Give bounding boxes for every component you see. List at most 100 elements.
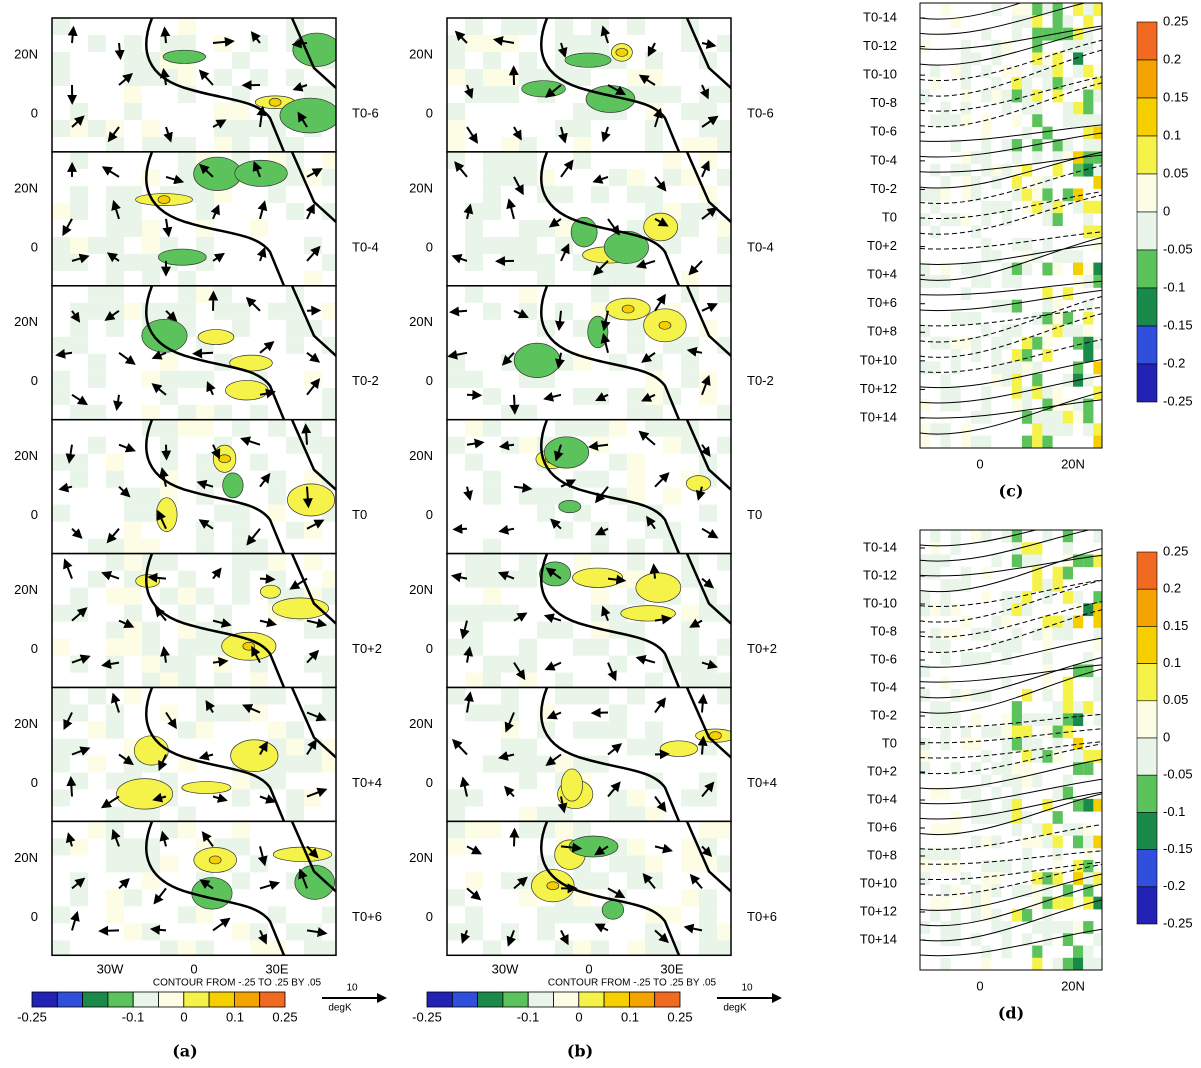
field-cell [1011, 640, 1022, 653]
field-cell [645, 855, 663, 873]
coastline [145, 687, 286, 822]
field-cell [1011, 530, 1022, 543]
wind-vector [101, 166, 120, 178]
field-cell [196, 404, 214, 420]
field-cell [1062, 884, 1073, 898]
field-cell [1022, 361, 1033, 375]
field-cell [1083, 138, 1094, 152]
wind-vector [701, 659, 719, 670]
field-cell [447, 687, 465, 705]
field-cell [950, 312, 961, 325]
field-cell [1093, 64, 1102, 78]
field-cell [1083, 151, 1094, 165]
field-cell [1062, 398, 1073, 412]
field-cell [1042, 872, 1053, 885]
field-cell [232, 821, 250, 839]
field-blob [568, 835, 619, 858]
field-cell [991, 336, 1002, 350]
wind-vector [292, 82, 308, 92]
field-cell [124, 35, 142, 52]
field-cell [1083, 15, 1094, 29]
field-cell [1083, 64, 1094, 78]
field-cell [1011, 188, 1022, 202]
wind-vector [198, 69, 214, 86]
field-cell [142, 236, 160, 254]
field-cell [627, 487, 645, 505]
field-cell [519, 487, 537, 505]
field-cell [268, 687, 286, 705]
lat-label: 0 [426, 775, 433, 790]
field-cell [1083, 324, 1094, 338]
field-cell [981, 386, 992, 400]
wind-vector [607, 887, 626, 899]
field-cell [142, 302, 160, 320]
field-cell [940, 860, 951, 873]
wind-vector [154, 606, 167, 622]
contour [920, 530, 1091, 562]
field-cell [591, 638, 609, 656]
hov-frame [919, 2, 1103, 449]
field-cell [1001, 603, 1012, 617]
field-cell [214, 504, 232, 522]
field-blob [658, 320, 672, 330]
field-cell [160, 419, 178, 437]
wind-vector [463, 691, 474, 713]
field-cell [930, 336, 941, 350]
field-cell [1001, 89, 1012, 103]
wind-vector [545, 753, 562, 767]
wind-vector [466, 845, 483, 855]
field-cell [940, 101, 951, 115]
row-label: T0-4 [352, 239, 379, 254]
field-cell [1001, 299, 1012, 313]
field-blob [560, 768, 583, 802]
field-cell [991, 163, 1002, 177]
field-cell [1001, 945, 1012, 959]
field-cell [1032, 750, 1043, 763]
wind-vector [192, 348, 214, 359]
wind-vector [212, 618, 232, 628]
field-cell [519, 436, 537, 454]
field-cell [1032, 872, 1043, 885]
field-cell [483, 553, 501, 571]
row-label: T0 [352, 507, 367, 522]
colorbar-label: 0.1 [226, 1009, 244, 1024]
field-cell [920, 398, 931, 412]
field-cell [322, 672, 336, 688]
colorbar-swatch [1136, 59, 1158, 99]
field-cell [322, 436, 336, 454]
field-cell [286, 336, 304, 354]
field-cell [1042, 386, 1053, 400]
field-cell [178, 168, 196, 186]
field-cell [981, 435, 992, 448]
field-cell [1042, 336, 1053, 350]
wind-vector [259, 388, 276, 399]
wind-vector [459, 776, 470, 797]
field-cell [1073, 200, 1084, 214]
field-cell [573, 553, 591, 571]
field-cell [991, 373, 1002, 387]
field-cell [920, 688, 931, 702]
panel-caption: (c) [999, 482, 1024, 501]
field-cell [1052, 52, 1063, 66]
wind-vector [160, 26, 171, 44]
field-blob [543, 436, 590, 469]
wind-vector [259, 794, 277, 804]
field-cell [268, 487, 286, 505]
field-cell [930, 200, 941, 214]
field-cell [1042, 530, 1053, 543]
field-cell [971, 908, 982, 922]
field-cell [555, 687, 573, 705]
field-cell [950, 213, 961, 226]
field-cell [950, 361, 961, 375]
field-cell [52, 69, 70, 86]
wind-vector [546, 710, 562, 720]
field-cell [106, 772, 124, 790]
field-cell [124, 86, 142, 103]
field-cell [940, 701, 951, 714]
field-cell [501, 570, 519, 588]
field-cell [447, 604, 465, 622]
field-cell [1032, 835, 1043, 849]
wind-vector [198, 519, 214, 530]
field-cell [717, 35, 731, 52]
field-cell [196, 704, 214, 722]
